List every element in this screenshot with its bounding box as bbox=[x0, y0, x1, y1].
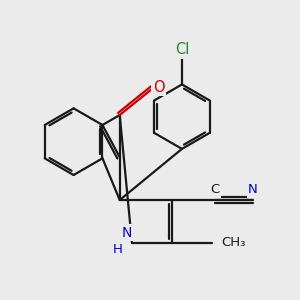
Text: N: N bbox=[121, 226, 132, 240]
Text: C: C bbox=[211, 184, 220, 196]
Text: O: O bbox=[153, 80, 164, 95]
Text: Cl: Cl bbox=[175, 43, 189, 58]
Text: N: N bbox=[248, 184, 258, 196]
Text: H: H bbox=[113, 243, 123, 256]
Text: CH₃: CH₃ bbox=[221, 236, 246, 249]
